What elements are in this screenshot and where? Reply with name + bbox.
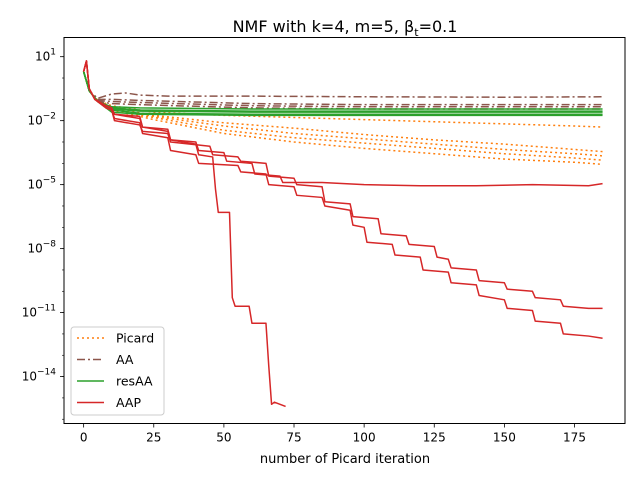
x-tick-label: 125 <box>423 431 446 445</box>
x-tick-label: 50 <box>216 431 231 445</box>
series-line-aap-16 <box>82 60 603 310</box>
legend-label-aa: AA <box>116 352 134 367</box>
legend-label-picard: Picard <box>116 331 154 346</box>
y-tick-label: 10−8 <box>27 240 56 256</box>
y-tick-label: 10−14 <box>22 368 57 384</box>
plot-frame <box>63 37 626 424</box>
y-tick-label: 10−5 <box>27 176 56 192</box>
x-tick-label: 150 <box>493 431 516 445</box>
plot-series <box>82 60 603 408</box>
x-tick-label: 75 <box>286 431 301 445</box>
chart-title: NMF with k=4, m=5, βt=0.1 <box>233 17 458 39</box>
legend: Picard AA resAA AAP <box>70 326 165 416</box>
y-tick-label: 10−2 <box>27 112 56 128</box>
x-tick-label: 25 <box>146 431 161 445</box>
y-tick-label: 10−11 <box>22 304 56 320</box>
series-line-aa-8 <box>82 71 603 110</box>
y-tick-label: 101 <box>35 48 56 64</box>
series-line-aap-15 <box>82 60 603 339</box>
y-axis: 101 10−2 10−5 10−8 10−11 10−14 <box>22 48 64 420</box>
legend-label-aap: AAP <box>116 395 141 410</box>
x-tick-label: 100 <box>353 431 376 445</box>
legend-label-resaa: resAA <box>116 374 153 389</box>
x-axis: 0 25 50 75 100 125 150 175 <box>80 423 586 445</box>
series-line-aap-17 <box>82 60 603 187</box>
x-tick-label: 175 <box>563 431 586 445</box>
x-tick-label: 0 <box>80 431 88 445</box>
x-axis-label: number of Picard iteration <box>260 452 430 467</box>
legend-box <box>70 326 165 416</box>
